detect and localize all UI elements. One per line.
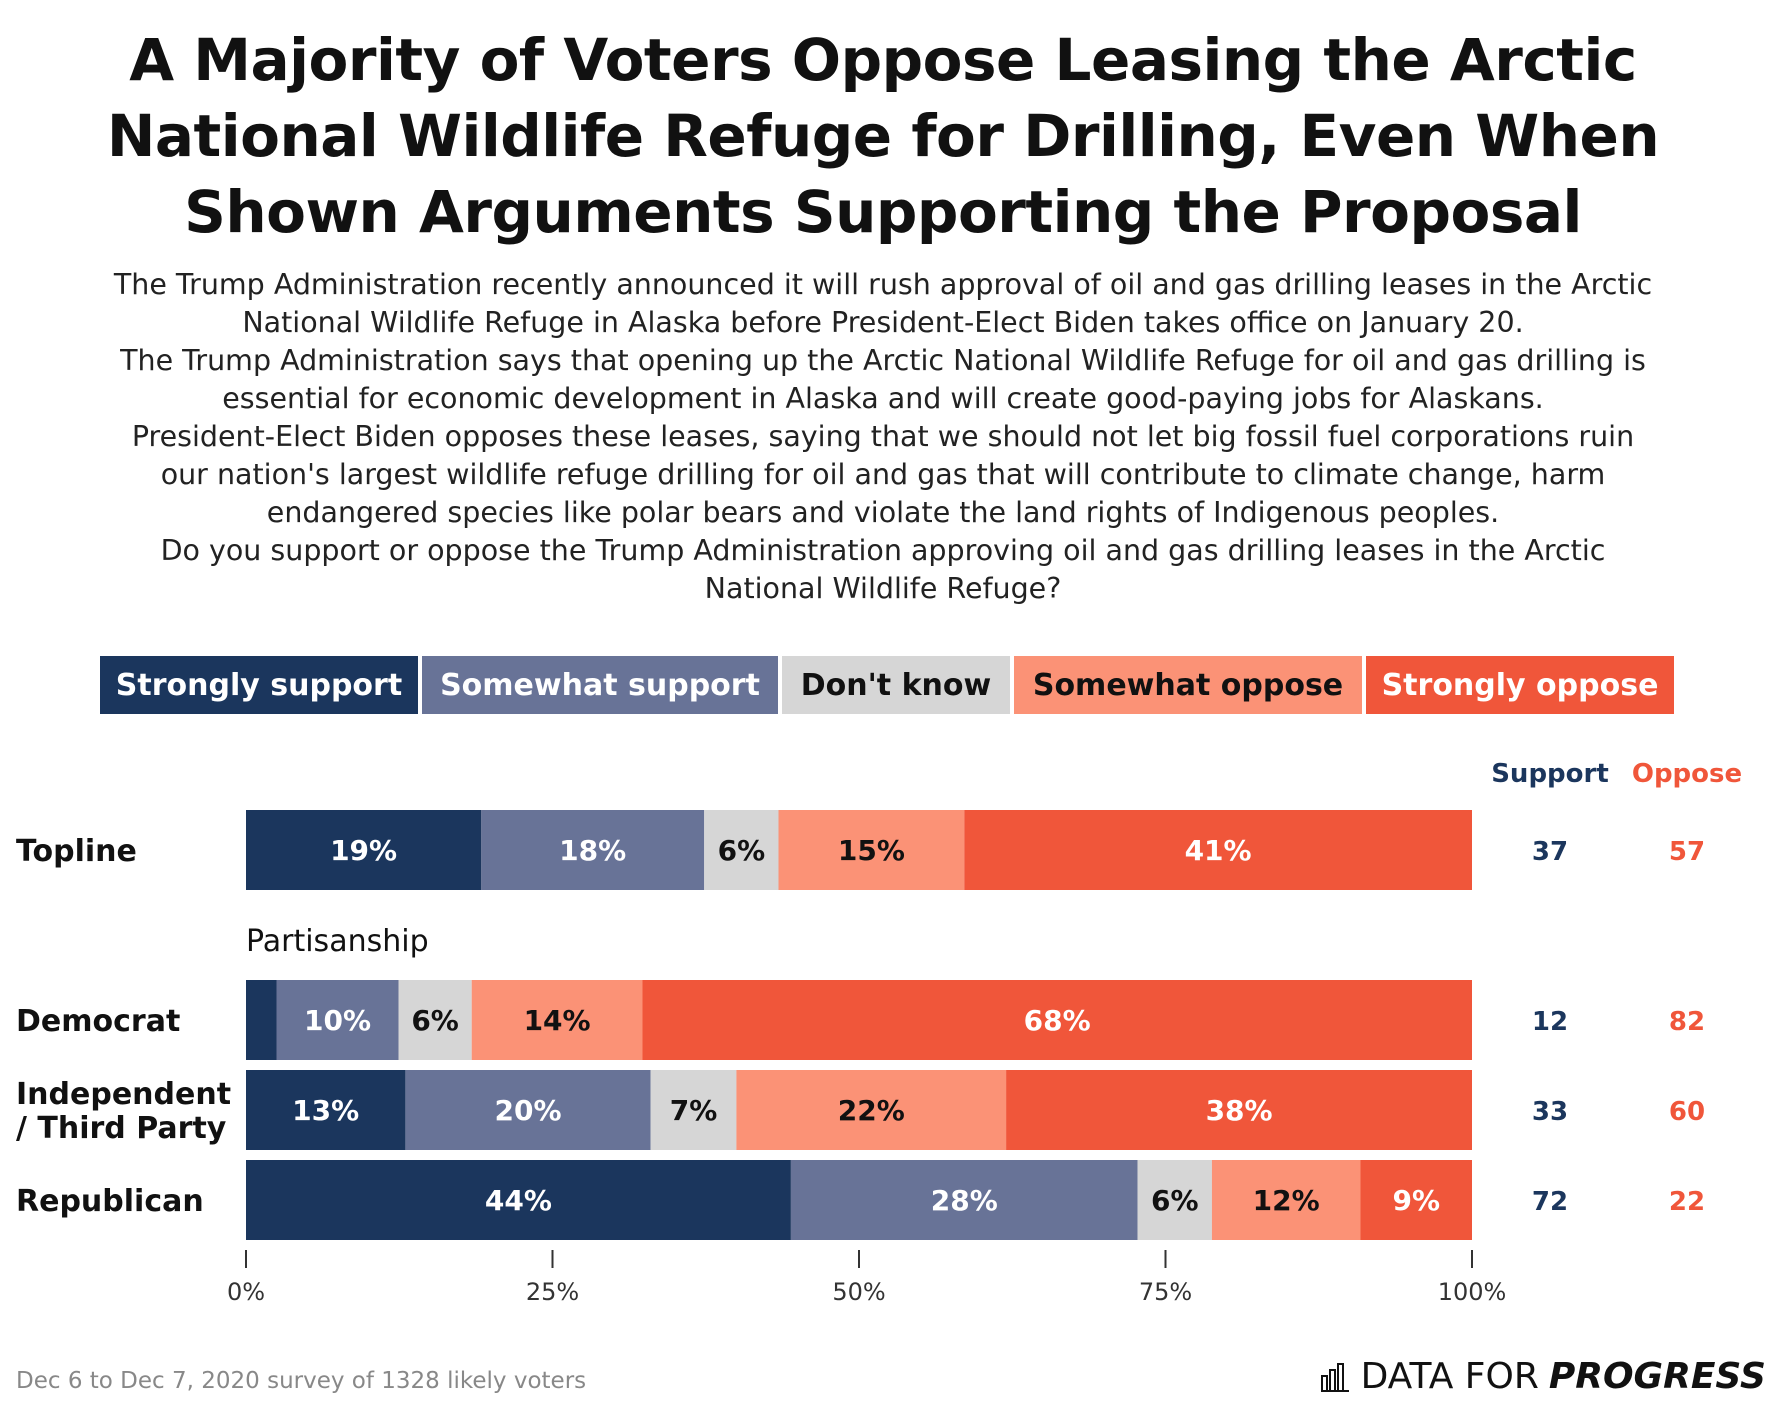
bar-value-label: 41% bbox=[1185, 834, 1252, 867]
bar-segment bbox=[778, 810, 965, 890]
bar-value-label: 28% bbox=[931, 1184, 998, 1217]
oppose-total: 22 bbox=[1669, 1187, 1705, 1217]
bar-segment bbox=[1211, 1160, 1361, 1240]
legend-item-somewhat-oppose: Somewhat oppose bbox=[1014, 656, 1362, 714]
bars-layer: Support Oppose Partisanship Topline 19% 18% 6%… bbox=[16, 759, 1742, 1240]
brand-name-plain: DATA FOR bbox=[1360, 1356, 1539, 1397]
question-line: endangered species like polar bears and … bbox=[266, 496, 1500, 529]
bar-segment bbox=[790, 1160, 1138, 1240]
bar-segment bbox=[481, 810, 705, 890]
legend-item-dont-know: Don't know bbox=[782, 656, 1010, 714]
x-tick-label: 0% bbox=[227, 1278, 265, 1306]
row-label: / Third Party bbox=[16, 1111, 227, 1146]
bar-segment bbox=[246, 810, 482, 890]
survey-footnote: Dec 6 to Dec 7, 2020 survey of 1328 like… bbox=[16, 1368, 587, 1394]
bar-value-label: 10% bbox=[304, 1004, 371, 1037]
title-line: National Wildlife Refuge for Drilling, E… bbox=[106, 102, 1660, 170]
row-label: Topline bbox=[16, 834, 137, 869]
legend-item-strongly-support: Strongly support bbox=[100, 656, 418, 714]
question-line: our nation's largest wildlife refuge dri… bbox=[160, 458, 1606, 491]
bar-segment bbox=[1360, 1160, 1472, 1240]
oppose-total: 60 bbox=[1669, 1097, 1705, 1127]
bar-segment bbox=[1006, 1070, 1472, 1150]
row-label: Republican bbox=[16, 1184, 204, 1219]
bar-value-label: 20% bbox=[494, 1094, 561, 1127]
bar-segment bbox=[398, 980, 472, 1060]
support-total: 12 bbox=[1532, 1007, 1568, 1037]
x-tick-label: 75% bbox=[1139, 1278, 1192, 1306]
bar-value-label: 14% bbox=[524, 1004, 591, 1037]
bar-value-label: 68% bbox=[1024, 1004, 1091, 1037]
question-line: National Wildlife Refuge? bbox=[704, 572, 1062, 605]
bar-value-label: 19% bbox=[330, 834, 397, 867]
bar-segment bbox=[471, 980, 643, 1060]
bar-value-label: 13% bbox=[292, 1094, 359, 1127]
row-label: Independent bbox=[16, 1077, 231, 1112]
bar-value-label: 38% bbox=[1206, 1094, 1273, 1127]
question-line: The Trump Administration recently announ… bbox=[113, 268, 1653, 301]
question-line: National Wildlife Refuge in Alaska befor… bbox=[242, 306, 1524, 339]
bar-segment bbox=[1137, 1160, 1212, 1240]
bar-value-label: 22% bbox=[838, 1094, 905, 1127]
x-tick-label: 100% bbox=[1438, 1278, 1507, 1306]
group-label: Partisanship bbox=[246, 924, 429, 959]
bar-segment bbox=[246, 1160, 791, 1240]
support-header: Support bbox=[1491, 759, 1609, 789]
legend: Strongly support Somewhat support Don't … bbox=[100, 656, 1678, 714]
bar-segment bbox=[276, 980, 399, 1060]
question-line: The Trump Administration says that openi… bbox=[120, 344, 1646, 377]
oppose-total: 82 bbox=[1669, 1007, 1705, 1037]
chart-title: A Majority of Voters Oppose Leasing the … bbox=[0, 22, 1766, 250]
bar-value-label: 9% bbox=[1393, 1184, 1441, 1217]
support-total: 37 bbox=[1532, 837, 1568, 867]
legend-item-somewhat-support: Somewhat support bbox=[422, 656, 778, 714]
brand-name-bold: PROGRESS bbox=[1548, 1356, 1766, 1397]
bar-value-label: 7% bbox=[670, 1094, 718, 1127]
bar-segment bbox=[650, 1070, 737, 1150]
title-line: Shown Arguments Supporting the Proposal bbox=[184, 178, 1582, 246]
bar-value-label: 6% bbox=[411, 1004, 459, 1037]
bar-value-label: 6% bbox=[718, 834, 766, 867]
bar-segment bbox=[246, 980, 277, 1060]
oppose-total: 57 bbox=[1669, 837, 1705, 867]
bar-value-label: 15% bbox=[838, 834, 905, 867]
x-tick-label: 25% bbox=[526, 1278, 579, 1306]
support-total: 33 bbox=[1532, 1097, 1568, 1127]
bar-segment bbox=[704, 810, 779, 890]
legend-item-strongly-oppose: Strongly oppose bbox=[1366, 656, 1674, 714]
row-label: Democrat bbox=[16, 1004, 180, 1039]
x-axis: 0% 25% 50% 75% 100% bbox=[227, 1250, 1506, 1306]
question-line: essential for economic development in Al… bbox=[222, 382, 1544, 415]
bar-value-label: 12% bbox=[1253, 1184, 1320, 1217]
bar-chart-logo-icon bbox=[1320, 1362, 1349, 1392]
bar-value-label: 18% bbox=[559, 834, 626, 867]
bar-value-label: 44% bbox=[485, 1184, 552, 1217]
x-tick-label: 50% bbox=[832, 1278, 885, 1306]
bar-segment bbox=[642, 980, 1472, 1060]
bar-segment bbox=[736, 1070, 1007, 1150]
bar-segment bbox=[405, 1070, 651, 1150]
question-line: Do you support or oppose the Trump Admin… bbox=[160, 534, 1606, 567]
bar-segment bbox=[246, 1070, 406, 1150]
bar-segment bbox=[964, 810, 1472, 890]
survey-question: The Trump Administration recently announ… bbox=[0, 266, 1766, 608]
bar-value-label: 6% bbox=[1151, 1184, 1199, 1217]
support-total: 72 bbox=[1532, 1187, 1568, 1217]
oppose-header: Oppose bbox=[1632, 759, 1742, 789]
title-line: A Majority of Voters Oppose Leasing the … bbox=[129, 26, 1637, 94]
brand-logo: DATA FOR PROGRESS bbox=[1320, 1356, 1766, 1397]
question-line: President-Elect Biden opposes these leas… bbox=[131, 420, 1635, 453]
